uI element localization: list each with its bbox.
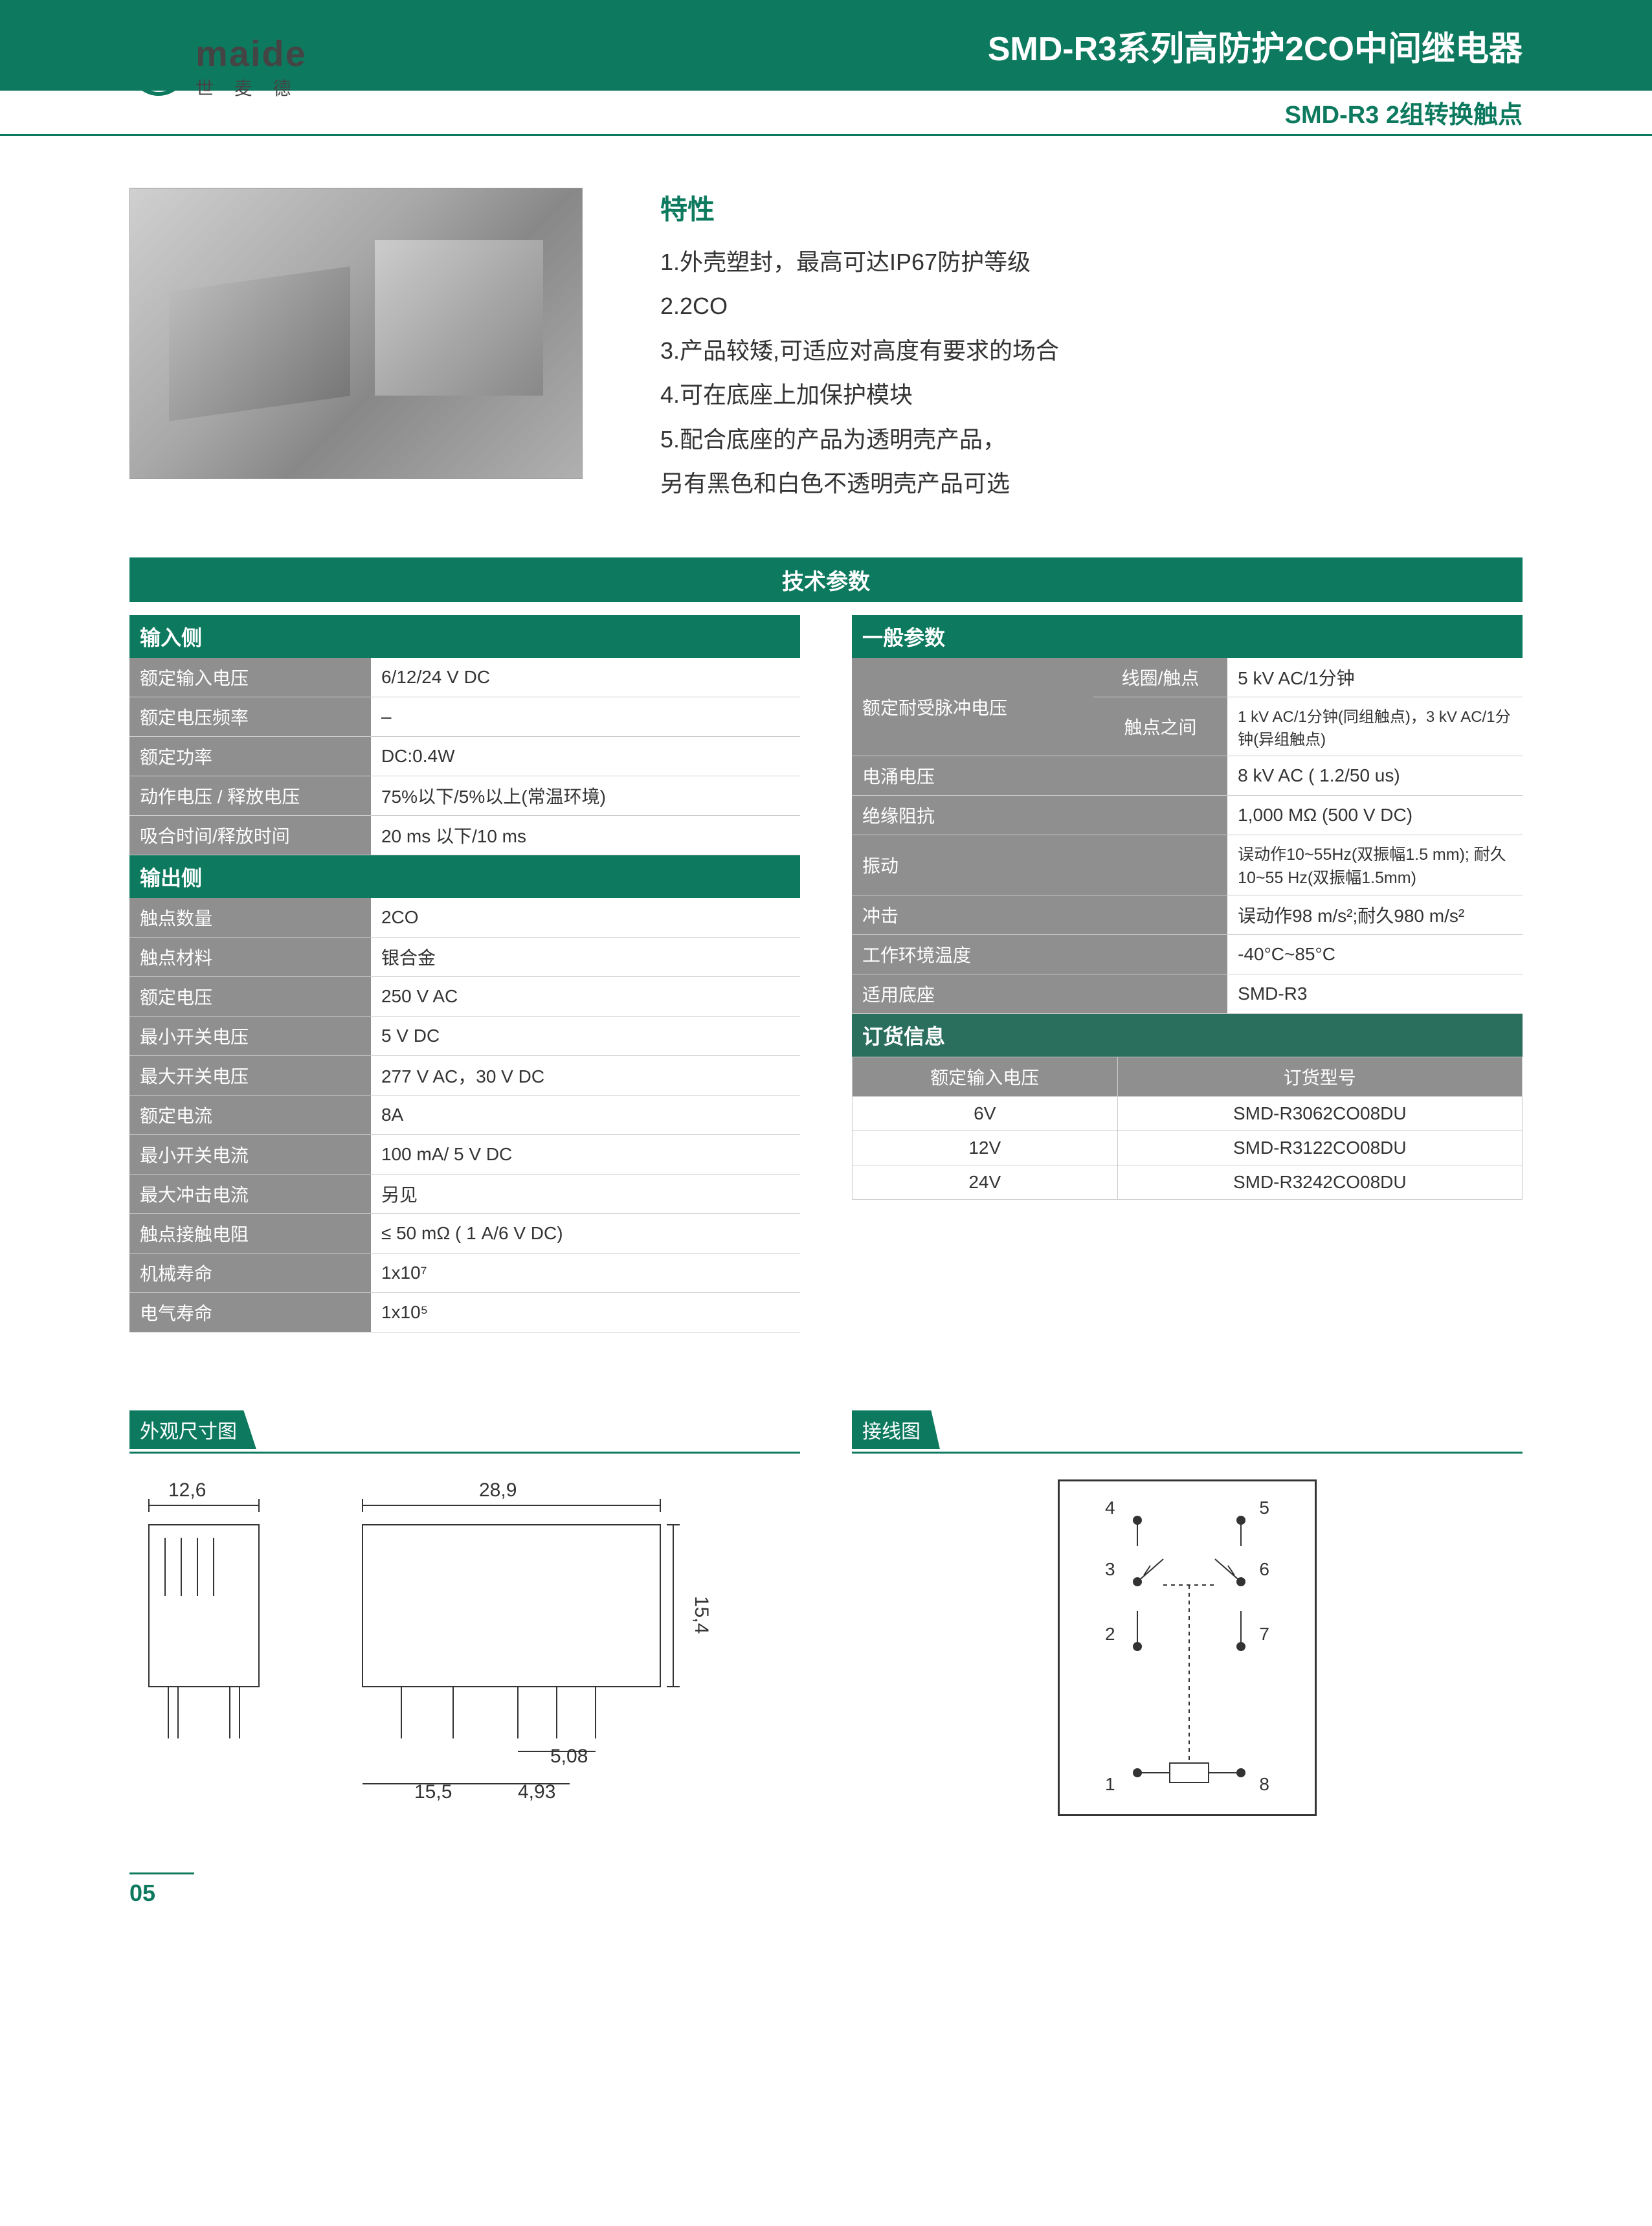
table-row: 触点材料银合金 [129, 938, 800, 977]
dimension-drawing: 12,6 28,9 15,4 15,5 [129, 1479, 800, 1803]
table-row: 最小开关电流100 mA/ 5 V DC [129, 1135, 800, 1175]
table-row: 最大开关电压277 V AC，30 V DC [129, 1056, 800, 1096]
table-row: 触点接触电阻≤ 50 mΩ ( 1 A/6 V DC) [129, 1214, 800, 1254]
table-row: 电涌电压8 kV AC ( 1.2/50 us) [852, 756, 1523, 796]
table-row: 吸合时间/释放时间20 ms 以下/10 ms [129, 816, 800, 855]
table-row: 绝缘阻抗1,000 MΩ (500 V DC) [852, 796, 1523, 835]
general-table: 额定耐受脉冲电压 线圈/触点 5 kV AC/1分钟 触点之间 1 kV AC/… [852, 658, 1523, 1014]
features-title: 特性 [660, 188, 1523, 227]
table-row: 额定输入电压6/12/24 V DC [129, 658, 800, 697]
feature-item: 4.可在底座上加保护模块 [660, 373, 1523, 417]
input-header: 输入侧 [129, 615, 800, 658]
table-row: 12VSMD-R3122CO08DU [853, 1131, 1523, 1165]
table-row: 工作环境温度-40°C~85°C [852, 935, 1523, 974]
feature-item: 2.2CO [660, 284, 1523, 328]
table-row: 适用底座SMD-R3 [852, 974, 1523, 1014]
table-row: 机械寿命1x10⁷ [129, 1254, 800, 1293]
table-row: 最小开关电压5 V DC [129, 1017, 800, 1056]
feature-item: 3.产品较矮,可适应对高度有要求的场合 [660, 329, 1523, 373]
general-header: 一般参数 [852, 615, 1523, 658]
page-subtitle: SMD-R3 2组转换触点 [1285, 95, 1523, 130]
feature-item: 另有黑色和白色不透明壳产品可选 [660, 462, 1523, 506]
table-row: 冲击误动作98 m/s²;耐久980 m/s² [852, 895, 1523, 935]
page-number: 05 [129, 1872, 194, 1907]
page-title: SMD-R3系列高防护2CO中间继电器 [988, 21, 1523, 70]
wiring-title: 接线图 [852, 1410, 940, 1449]
table-row: 触点数量2CO [129, 898, 800, 938]
product-photo [129, 188, 583, 479]
table-row: 额定功率DC:0.4W [129, 737, 800, 776]
table-row: 6VSMD-R3062CO08DU [853, 1097, 1523, 1131]
feature-item: 1.外壳塑封，最高可达IP67防护等级 [660, 240, 1523, 284]
wiring-diagram: 4 5 3 6 2 7 1 8 [1058, 1479, 1317, 1816]
features-block: 特性 1.外壳塑封，最高可达IP67防护等级 2.2CO 3.产品较矮,可适应对… [660, 188, 1523, 506]
table-row: 最大冲击电流另见 [129, 1175, 800, 1214]
table-row: 额定电压频率– [129, 697, 800, 737]
table-row: 振动误动作10~55Hz(双振幅1.5 mm); 耐久10~55 Hz(双振幅1… [852, 835, 1523, 895]
order-header: 订货信息 [852, 1014, 1523, 1057]
dimension-title: 外观尺寸图 [129, 1410, 256, 1449]
table-row: 动作电压 / 释放电压75%以下/5%以上(常温环境) [129, 776, 800, 816]
brand-logo: S maide 世 麦 德 [129, 32, 307, 100]
order-table: 额定输入电压 订货型号 6VSMD-R3062CO08DU 12VSMD-R31… [852, 1057, 1523, 1200]
output-table: 触点数量2CO 触点材料银合金 额定电压250 V AC 最小开关电压5 V D… [129, 898, 800, 1332]
feature-item: 5.配合底座的产品为透明壳产品， [660, 418, 1523, 462]
logo-brand-text: maide [195, 32, 307, 74]
table-row: 额定输入电压 订货型号 [853, 1057, 1523, 1097]
features-list: 1.外壳塑封，最高可达IP67防护等级 2.2CO 3.产品较矮,可适应对高度有… [660, 240, 1523, 506]
table-row: 额定电流8A [129, 1096, 800, 1135]
table-row: 额定电压250 V AC [129, 977, 800, 1017]
table-row: 24VSMD-R3242CO08DU [853, 1165, 1523, 1200]
logo-cn-text: 世 麦 德 [195, 74, 307, 100]
spec-section-title: 技术参数 [129, 557, 1523, 602]
logo-mark-icon: S [129, 38, 188, 96]
table-row: 额定耐受脉冲电压 线圈/触点 5 kV AC/1分钟 [852, 658, 1523, 697]
table-row: 电气寿命1x10⁵ [129, 1293, 800, 1332]
input-table: 额定输入电压6/12/24 V DC 额定电压频率– 额定功率DC:0.4W 动… [129, 658, 800, 855]
output-header: 输出侧 [129, 855, 800, 898]
